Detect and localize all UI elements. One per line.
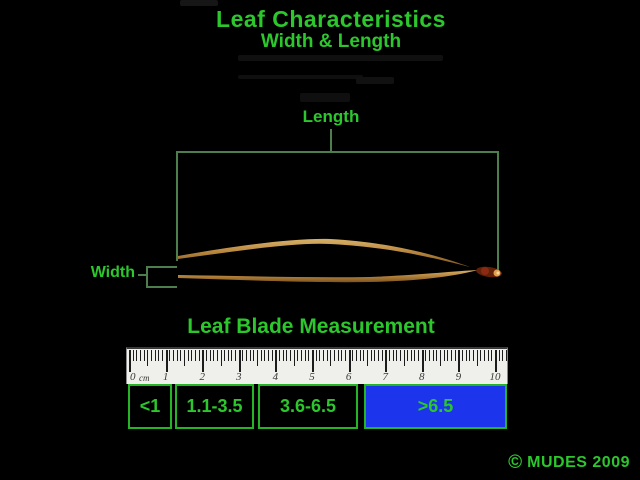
ruler-number: 1 bbox=[162, 371, 169, 383]
width-label: Width bbox=[90, 264, 135, 281]
length-pointer-line bbox=[330, 129, 332, 151]
leaf-tip-red bbox=[481, 267, 489, 275]
width-bracket-top bbox=[146, 266, 177, 268]
ruler-number: 4 bbox=[272, 371, 279, 383]
category-box-1-1-3-5: 1.1-3.5 bbox=[175, 384, 254, 429]
ruler-number: 6 bbox=[345, 371, 352, 383]
leaf-tip-glint bbox=[496, 271, 500, 275]
length-label: Length bbox=[302, 107, 360, 126]
copyright-icon: © bbox=[508, 452, 523, 473]
ruler-number: 10 bbox=[489, 371, 501, 383]
smudge-mark bbox=[300, 93, 350, 102]
ruler-image: 0 1 2 3 4 5 6 7 8 9 10 cm bbox=[126, 347, 508, 384]
width-bracket-bottom bbox=[146, 286, 177, 288]
category-box-gt6-5: >6.5 bbox=[364, 384, 507, 429]
smudge-mark bbox=[356, 77, 394, 84]
ruler-number: 5 bbox=[309, 371, 315, 383]
leaf-upper-blade bbox=[178, 238, 470, 267]
length-bracket-left bbox=[176, 151, 178, 261]
length-bracket-right bbox=[497, 151, 499, 271]
ruler-number: 3 bbox=[236, 371, 242, 383]
leaf-lower-blade bbox=[178, 270, 478, 283]
credit-text: MUDES 2009 bbox=[527, 454, 630, 471]
smudge-mark bbox=[238, 55, 443, 61]
smudge-mark bbox=[180, 0, 218, 6]
category-box-lt1: <1 bbox=[128, 384, 172, 429]
ruler-number: 0 bbox=[130, 371, 136, 383]
ruler-number: 9 bbox=[455, 371, 462, 383]
ruler-unit-label: cm bbox=[139, 373, 150, 383]
category-box-3-6-6-5: 3.6-6.5 bbox=[258, 384, 358, 429]
width-bracket-side bbox=[146, 266, 148, 288]
length-bracket-top bbox=[176, 151, 499, 153]
page-subtitle: Width & Length bbox=[260, 31, 402, 52]
smudge-mark bbox=[238, 75, 363, 79]
page-title: Leaf Characteristics bbox=[216, 6, 446, 32]
ruler-number: 8 bbox=[419, 371, 425, 383]
section-title: Leaf Blade Measurement bbox=[187, 315, 435, 338]
leaf-photo bbox=[178, 238, 502, 283]
width-pointer-line bbox=[138, 274, 147, 276]
ruler-number: 7 bbox=[382, 371, 388, 383]
ruler-number: 2 bbox=[199, 371, 205, 383]
copyright-credit: © MUDES 2009 bbox=[508, 452, 630, 474]
